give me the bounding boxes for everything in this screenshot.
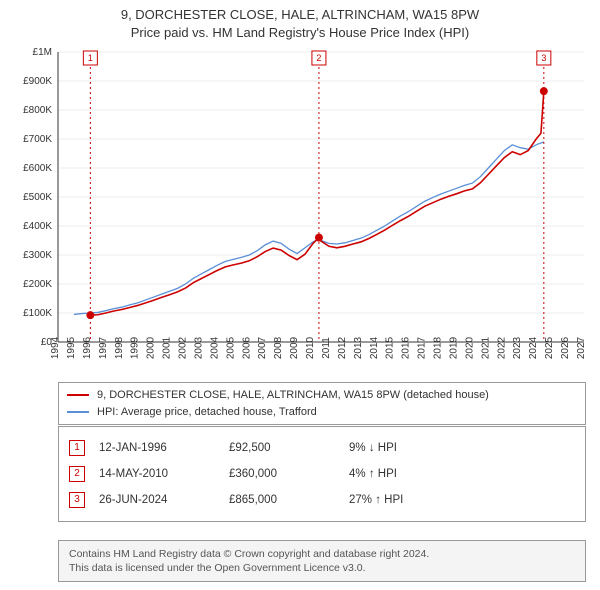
svg-text:2027: 2027 (576, 336, 587, 359)
table-row: 3 26-JUN-2024 £865,000 27% ↑ HPI (69, 487, 575, 513)
svg-text:2000: 2000 (146, 336, 157, 359)
chart-container: 9, DORCHESTER CLOSE, HALE, ALTRINCHAM, W… (0, 0, 600, 590)
svg-text:3: 3 (541, 53, 546, 63)
svg-text:£100K: £100K (23, 308, 52, 319)
svg-text:2021: 2021 (480, 336, 491, 359)
sale-date: 12-JAN-1996 (99, 442, 229, 454)
svg-text:2017: 2017 (417, 336, 428, 359)
svg-text:2026: 2026 (560, 336, 571, 359)
svg-text:2003: 2003 (193, 336, 204, 359)
license-line: This data is licensed under the Open Gov… (69, 561, 575, 575)
svg-text:1999: 1999 (130, 336, 141, 359)
svg-text:1995: 1995 (66, 336, 77, 359)
svg-text:£1M: £1M (33, 47, 52, 58)
svg-text:2013: 2013 (353, 336, 364, 359)
sale-price: £360,000 (229, 468, 349, 480)
svg-text:£800K: £800K (23, 105, 52, 116)
sale-marker: 1 (69, 440, 85, 456)
svg-text:2008: 2008 (273, 336, 284, 359)
svg-text:2025: 2025 (544, 336, 555, 359)
sale-marker: 2 (69, 466, 85, 482)
svg-text:£400K: £400K (23, 221, 52, 232)
sale-delta: 27% ↑ HPI (349, 494, 575, 506)
svg-text:2024: 2024 (528, 336, 539, 359)
svg-text:2006: 2006 (241, 336, 252, 359)
sales-table: 1 12-JAN-1996 £92,500 9% ↓ HPI 2 14-MAY-… (58, 426, 586, 522)
svg-text:2: 2 (316, 53, 321, 63)
svg-text:1997: 1997 (98, 336, 109, 359)
svg-text:2011: 2011 (321, 337, 332, 359)
sale-delta: 4% ↑ HPI (349, 468, 575, 480)
svg-text:1996: 1996 (82, 336, 93, 359)
sale-price: £92,500 (229, 442, 349, 454)
table-row: 1 12-JAN-1996 £92,500 9% ↓ HPI (69, 435, 575, 461)
legend-row: 9, DORCHESTER CLOSE, HALE, ALTRINCHAM, W… (67, 387, 577, 404)
svg-text:£200K: £200K (23, 279, 52, 290)
svg-text:2005: 2005 (225, 336, 236, 359)
chart-svg: £0£100K£200K£300K£400K£500K£600K£700K£80… (8, 46, 592, 376)
title-subtitle: Price paid vs. HM Land Registry's House … (8, 24, 592, 42)
sale-price: £865,000 (229, 494, 349, 506)
svg-text:2010: 2010 (305, 336, 316, 359)
chart-area: £0£100K£200K£300K£400K£500K£600K£700K£80… (8, 46, 592, 376)
svg-text:2022: 2022 (496, 336, 507, 359)
sale-date: 26-JUN-2024 (99, 494, 229, 506)
table-row: 2 14-MAY-2010 £360,000 4% ↑ HPI (69, 461, 575, 487)
svg-text:£600K: £600K (23, 163, 52, 174)
svg-text:2016: 2016 (401, 336, 412, 359)
svg-text:2015: 2015 (385, 336, 396, 359)
svg-text:1: 1 (88, 53, 93, 63)
svg-text:2023: 2023 (512, 336, 523, 359)
legend-row: HPI: Average price, detached house, Traf… (67, 404, 577, 421)
svg-text:2007: 2007 (257, 336, 268, 359)
svg-text:2019: 2019 (448, 336, 459, 359)
legend-swatch (67, 411, 89, 413)
svg-text:2012: 2012 (337, 336, 348, 359)
sale-marker: 3 (69, 492, 85, 508)
svg-text:£300K: £300K (23, 250, 52, 261)
svg-text:2002: 2002 (178, 336, 189, 359)
sale-delta: 9% ↓ HPI (349, 442, 575, 454)
sale-date: 14-MAY-2010 (99, 468, 229, 480)
legend-swatch (67, 394, 89, 396)
svg-text:1998: 1998 (114, 336, 125, 359)
svg-text:2018: 2018 (433, 336, 444, 359)
svg-text:£500K: £500K (23, 192, 52, 203)
legend: 9, DORCHESTER CLOSE, HALE, ALTRINCHAM, W… (58, 382, 586, 425)
svg-text:£700K: £700K (23, 134, 52, 145)
svg-text:1994: 1994 (50, 336, 61, 359)
svg-text:2009: 2009 (289, 336, 300, 359)
license-notice: Contains HM Land Registry data © Crown c… (58, 540, 586, 582)
legend-label: HPI: Average price, detached house, Traf… (97, 404, 317, 421)
legend-label: 9, DORCHESTER CLOSE, HALE, ALTRINCHAM, W… (97, 387, 489, 404)
svg-text:2004: 2004 (209, 336, 220, 359)
title-block: 9, DORCHESTER CLOSE, HALE, ALTRINCHAM, W… (0, 0, 600, 43)
svg-text:2014: 2014 (369, 336, 380, 359)
svg-text:£900K: £900K (23, 76, 52, 87)
svg-text:2020: 2020 (464, 336, 475, 359)
license-line: Contains HM Land Registry data © Crown c… (69, 547, 575, 561)
svg-text:2001: 2001 (162, 336, 173, 359)
title-address: 9, DORCHESTER CLOSE, HALE, ALTRINCHAM, W… (8, 6, 592, 24)
